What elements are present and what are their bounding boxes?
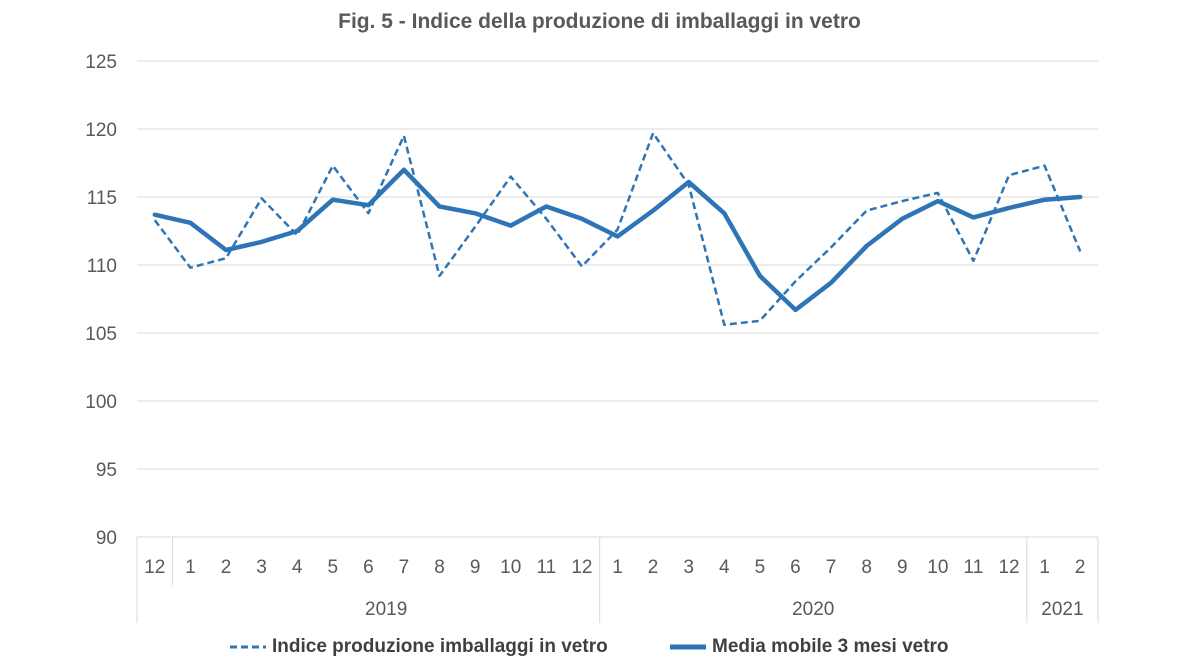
- y-tick-label: 105: [85, 324, 117, 345]
- x-tick-label: 2: [221, 557, 232, 578]
- x-tick-label: 5: [327, 557, 338, 578]
- x-tick-label: 1: [1039, 557, 1050, 578]
- series-line-1: [153, 131, 1082, 327]
- chart-title: Fig. 5 - Indice della produzione di imba…: [338, 10, 861, 33]
- x-tick-label: 1: [185, 557, 196, 578]
- y-tick-label: 125: [85, 52, 117, 73]
- y-axis-tick-labels: 90 95 100 105 110 115 120 125: [85, 52, 117, 549]
- x-tick-label: 4: [292, 557, 303, 578]
- x-tick-label: 9: [470, 557, 481, 578]
- x-tick-label: 12: [144, 557, 165, 578]
- y-tick-label: 95: [96, 460, 117, 481]
- x-tick-label: 5: [755, 557, 766, 578]
- legend-label-series-2: Media mobile 3 mesi vetro: [712, 636, 949, 657]
- y-tick-label: 110: [87, 256, 117, 277]
- x-group-label: 2020: [792, 599, 834, 620]
- x-tick-label: 7: [826, 557, 837, 578]
- series-layer: [152, 131, 1083, 327]
- solid-line-swatch-icon: [670, 644, 706, 650]
- x-tick-label: 8: [434, 557, 445, 578]
- x-tick-label: 10: [927, 557, 948, 578]
- x-group-label: 2019: [365, 599, 407, 620]
- x-tick-label: 12: [571, 557, 592, 578]
- x-group-label: 2021: [1041, 599, 1083, 620]
- x-tick-label: 3: [683, 557, 694, 578]
- legend-item-series-1: Indice produzione imballaggi in vetro: [230, 636, 608, 658]
- x-tick-label: 8: [861, 557, 872, 578]
- series-line-2: [152, 167, 1083, 313]
- x-tick-label: 2: [1075, 557, 1086, 578]
- y-tick-label: 115: [87, 188, 117, 209]
- x-tick-label: 9: [897, 557, 908, 578]
- legend-label-series-1: Indice produzione imballaggi in vetro: [272, 636, 608, 657]
- x-tick-label: 10: [500, 557, 521, 578]
- x-tick-label: 6: [363, 557, 374, 578]
- y-tick-label: 120: [85, 120, 117, 141]
- x-tick-label: 6: [790, 557, 801, 578]
- legend-item-series-2: Media mobile 3 mesi vetro: [670, 636, 949, 658]
- x-tick-label: 11: [964, 557, 984, 578]
- x-tick-label: 7: [399, 557, 410, 578]
- x-tick-label: 4: [719, 557, 730, 578]
- gridlines: [137, 60, 1098, 470]
- y-tick-label: 100: [85, 392, 117, 413]
- dashed-line-swatch-icon: [230, 645, 266, 649]
- x-tick-label: 12: [998, 557, 1019, 578]
- x-tick-label: 3: [256, 557, 267, 578]
- legend: Indice produzione imballaggi in vetro Me…: [0, 636, 1199, 662]
- x-tick-label: 2: [648, 557, 659, 578]
- x-tick-label: 11: [536, 557, 556, 578]
- x-tick-label: 1: [612, 557, 623, 578]
- y-tick-label: 90: [96, 528, 117, 549]
